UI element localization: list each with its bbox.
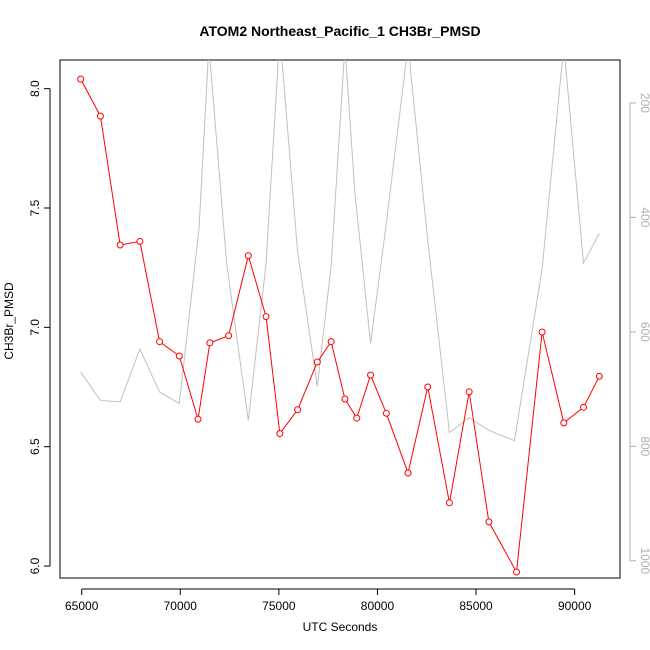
y-tick-label: 7.5	[28, 199, 42, 216]
data-point	[194, 415, 202, 423]
y2-tick-label: 400	[638, 207, 650, 227]
data-point	[560, 419, 568, 427]
secondary-series-line	[80, 60, 600, 442]
x-axis: 65000 70000 75000 80000 85000 90000	[65, 588, 592, 613]
y2-tick-label: 200	[638, 93, 650, 113]
plot-area	[77, 60, 603, 576]
right-axis: 200 400 600 800 1000	[629, 93, 650, 574]
y-tick-label: 8.0	[28, 80, 42, 97]
data-point	[465, 388, 473, 396]
data-point	[156, 338, 164, 346]
y2-tick-label: 1000	[638, 547, 650, 574]
plot-frame	[59, 59, 621, 579]
data-point	[276, 430, 284, 438]
y2-tick-label: 600	[638, 322, 650, 342]
data-point	[341, 395, 349, 403]
x-tick-label: 90000	[558, 599, 592, 613]
y-tick-label: 6.0	[28, 557, 42, 574]
data-point	[327, 338, 335, 346]
data-point	[538, 328, 546, 336]
data-point	[353, 414, 361, 422]
data-point	[382, 409, 390, 417]
y-tick-label: 7.0	[28, 319, 42, 336]
data-point	[225, 332, 233, 340]
x-axis-label: UTC Seconds	[303, 620, 378, 634]
x-tick-label: 75000	[262, 599, 296, 613]
data-point	[580, 403, 588, 411]
data-point	[404, 469, 412, 477]
data-point	[262, 313, 270, 321]
data-point	[136, 237, 144, 245]
y2-tick-label: 800	[638, 436, 650, 456]
plot-clip-group	[77, 60, 603, 576]
y-tick-label: 6.5	[28, 438, 42, 455]
data-point	[424, 383, 432, 391]
data-point	[244, 252, 252, 260]
data-point	[445, 499, 453, 507]
data-point	[294, 406, 302, 414]
data-point	[116, 241, 124, 249]
data-point	[77, 75, 85, 83]
y-axis: 6.0 6.5 7.0 7.5 8.0	[28, 80, 51, 574]
x-tick-label: 70000	[164, 599, 198, 613]
primary-series-line	[80, 78, 600, 574]
data-point	[96, 112, 104, 120]
data-point	[485, 518, 493, 526]
data-point	[595, 372, 603, 380]
data-point	[367, 371, 375, 379]
x-tick-label: 80000	[361, 599, 395, 613]
data-point	[512, 568, 520, 576]
y-axis-label: CH3Br_PMSD	[2, 282, 16, 360]
x-tick-label: 85000	[459, 599, 493, 613]
data-point	[206, 339, 214, 347]
x-tick-label: 65000	[65, 599, 99, 613]
data-point	[313, 358, 321, 366]
data-point	[175, 352, 183, 360]
chart-title: ATOM2 Northeast_Pacific_1 CH3Br_PMSD	[199, 23, 480, 39]
